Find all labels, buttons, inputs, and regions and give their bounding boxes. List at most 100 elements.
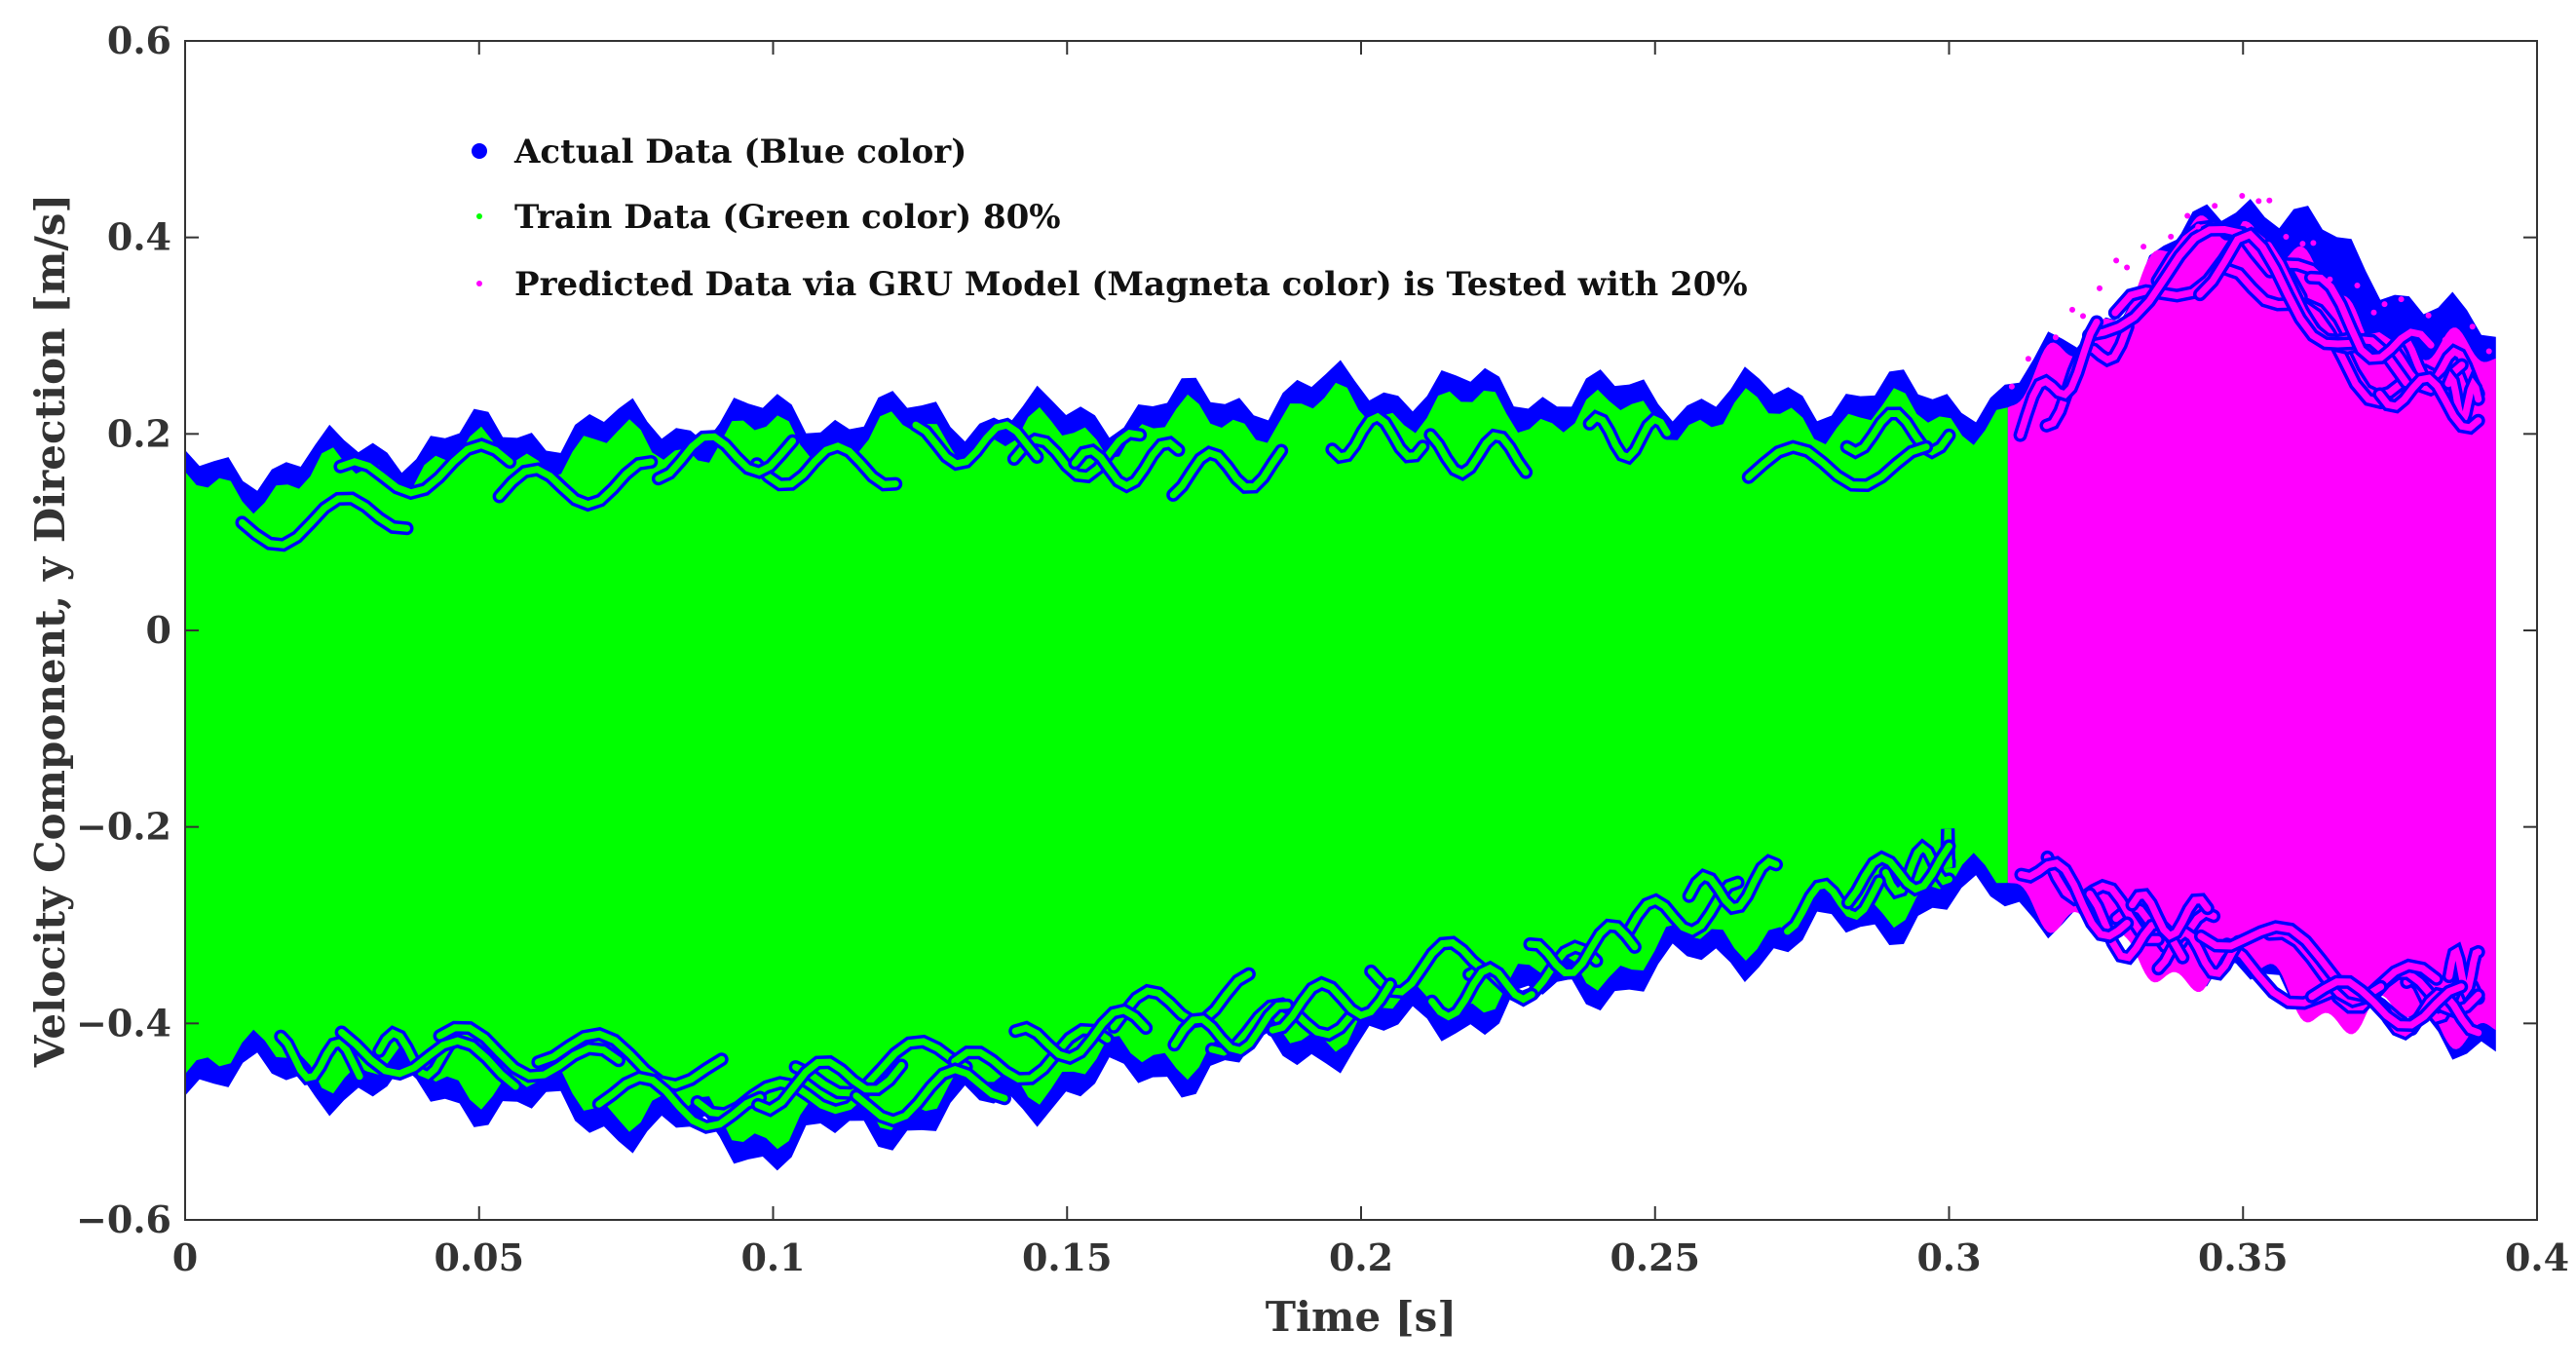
x-tick-label: 0.25	[1610, 1235, 1700, 1279]
trajectory-stroke	[336, 440, 513, 497]
predicted-point	[2442, 336, 2448, 343]
predicted-point	[2381, 301, 2388, 308]
trajectory-stroke	[1010, 430, 1144, 480]
legend-label-train: Train Data (Green color) 80%	[514, 198, 1061, 237]
trajectory-stroke	[1527, 922, 1639, 977]
predicted-point	[2452, 328, 2459, 335]
predicted-point	[2124, 264, 2131, 271]
trajectory-stroke	[1686, 857, 1780, 912]
trajectory-stroke	[496, 458, 655, 509]
trajectory-stroke	[753, 442, 899, 488]
trajectory-stroke	[534, 1030, 726, 1089]
trajectory-stroke	[754, 1058, 905, 1114]
predicted-point	[2025, 356, 2031, 362]
y-tick-label: 0	[146, 608, 171, 652]
data-layer	[185, 193, 2496, 1171]
trajectory-stroke	[1170, 1002, 1291, 1055]
predicted-point	[2299, 241, 2306, 247]
predicted-point	[2283, 234, 2290, 240]
legend-marker-predicted	[476, 281, 482, 286]
x-tick-label: 0.3	[1916, 1235, 1981, 1279]
trajectory-stroke	[595, 1074, 764, 1131]
predicted-point	[2097, 285, 2102, 291]
y-axis-title: Velocity Component, y Direction [m/s]	[26, 194, 74, 1069]
legend-item-predicted: Predicted Data via GRU Model (Magneta co…	[476, 265, 1748, 304]
predicted-point	[2080, 313, 2086, 320]
predicted-point	[2184, 212, 2191, 219]
predicted-point	[2069, 306, 2075, 313]
trajectory-stroke	[1110, 970, 1253, 1031]
trajectory-stroke	[1269, 979, 1394, 1034]
trajectory-stroke	[2308, 978, 2465, 1029]
trajectory-stroke	[2017, 319, 2101, 439]
trajectory-stroke	[2129, 891, 2212, 940]
predicted-point	[2168, 233, 2175, 240]
predicted-point	[2469, 323, 2476, 330]
predicted-point	[2327, 276, 2333, 283]
y-tick-label: 0.2	[107, 411, 171, 455]
trajectory-stroke	[2375, 374, 2482, 432]
trajectory-stroke	[1011, 1007, 1150, 1062]
trajectory-stroke	[2018, 858, 2131, 940]
trajectory-stroke	[1784, 877, 1883, 935]
x-tick-label: 0	[172, 1235, 198, 1279]
trajectory-stroke	[1745, 443, 1930, 489]
legend-marker-train	[476, 213, 482, 219]
trajectory-stroke	[436, 1024, 623, 1080]
trajectory-stroke	[2196, 230, 2354, 348]
x-tick-label: 0.15	[1022, 1235, 1113, 1279]
y-tick-label: −0.4	[76, 1001, 171, 1045]
predicted-point	[2370, 309, 2377, 316]
x-axis: 0 0.05 0.1 0.15 0.2 0.25 0.3 0.35 0.4	[172, 41, 2569, 1279]
trajectory-stroke	[1426, 431, 1530, 477]
legend: Actual Data (Blue color) Train Data (Gre…	[472, 133, 1748, 304]
trajectory-stroke	[1943, 828, 1952, 869]
y-tick-label: −0.6	[76, 1197, 171, 1241]
predicted-point	[2212, 203, 2218, 209]
trajectory-stroke	[1169, 447, 1285, 499]
x-tick-label: 0.1	[740, 1235, 805, 1279]
predicted-point	[2008, 383, 2015, 390]
predicted-point	[2266, 197, 2273, 204]
predicted-point	[2239, 193, 2246, 199]
trajectory-stroke	[1428, 964, 1535, 1021]
trajectory-stroke	[239, 495, 410, 549]
predicted-point	[2255, 198, 2262, 205]
trajectory-stroke	[792, 1038, 970, 1097]
trajectory-stroke	[655, 433, 796, 482]
trajectory-stroke	[1071, 438, 1182, 490]
trajectory-stroke	[1843, 409, 1952, 456]
x-axis-title: Time [s]	[1266, 1293, 1457, 1341]
trajectory-stroke	[1844, 842, 1952, 906]
predicted-point	[2052, 334, 2059, 341]
trajectory-stroke	[951, 1026, 1112, 1083]
predicted-point	[2485, 348, 2492, 355]
legend-item-train: Train Data (Green color) 80%	[476, 198, 1061, 237]
trajectory-stroke	[277, 1033, 363, 1083]
x-tick-label: 0.35	[2198, 1235, 2289, 1279]
predicted-point	[2113, 257, 2120, 264]
trajectory-stroke	[912, 421, 1041, 468]
trajectory-stroke	[1586, 413, 1671, 462]
predicted-point	[2310, 240, 2317, 247]
trajectory-stroke	[852, 1065, 1008, 1124]
trajectory-stroke	[2197, 923, 2385, 1001]
predicted-point	[2151, 254, 2158, 261]
legend-label-actual: Actual Data (Blue color)	[513, 133, 966, 171]
predicted-point	[2398, 296, 2405, 303]
x-tick-label: 0.4	[2505, 1235, 2569, 1279]
predicted-point	[2140, 244, 2147, 250]
x-tick-label: 0.2	[1329, 1235, 1393, 1279]
y-tick-label: 0.6	[107, 19, 171, 62]
trajectory-stroke	[1328, 412, 1426, 461]
predicted-point	[2195, 223, 2202, 230]
predicted-point	[2354, 283, 2361, 288]
x-tick-label: 0.05	[434, 1235, 524, 1279]
y-tick-label: −0.2	[76, 805, 171, 849]
legend-label-predicted: Predicted Data via GRU Model (Magneta co…	[514, 265, 1748, 304]
trajectory-stroke	[2307, 274, 2435, 362]
y-axis: −0.6 −0.4 −0.2 0 0.2 0.4 0.6	[76, 19, 2537, 1241]
series-predicted-area	[2007, 215, 2496, 1049]
trajectory-stroke	[338, 1029, 519, 1090]
